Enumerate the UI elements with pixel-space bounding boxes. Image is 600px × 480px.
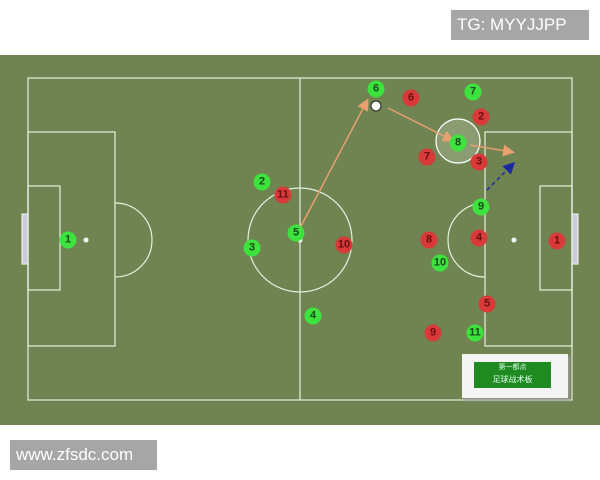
red-player-4[interactable]: 4 [470, 229, 488, 247]
red-player-3[interactable]: 3 [470, 153, 488, 171]
pass-arrow [299, 98, 369, 229]
red-player-9[interactable]: 9 [424, 324, 442, 342]
green-player-9[interactable]: 9 [472, 198, 490, 216]
watermark-top: TG: MYYJJPP [451, 10, 589, 40]
green-player-10[interactable]: 10 [431, 254, 449, 272]
green-player-11[interactable]: 11 [466, 324, 484, 342]
green-player-1[interactable]: 1 [59, 231, 77, 249]
dribble-arrow [387, 107, 455, 142]
red-player-6[interactable]: 6 [402, 89, 420, 107]
green-player-5[interactable]: 5 [287, 224, 305, 242]
green-player-8[interactable]: 8 [449, 134, 467, 152]
logo-line1: 第一都点 [498, 364, 527, 371]
watermark-bottom: www.zfsdc.com [10, 440, 157, 470]
red-player-7[interactable]: 7 [418, 148, 436, 166]
red-player-1[interactable]: 1 [548, 232, 566, 250]
green-player-6[interactable]: 6 [367, 80, 385, 98]
run-arrow [486, 161, 516, 191]
red-player-8[interactable]: 8 [420, 231, 438, 249]
red-player-10[interactable]: 10 [335, 236, 353, 254]
red-player-5[interactable]: 5 [478, 295, 496, 313]
green-player-2[interactable]: 2 [253, 173, 271, 191]
green-player-3[interactable]: 3 [243, 239, 261, 257]
red-player-2[interactable]: 2 [472, 108, 490, 126]
red-player-11[interactable]: 11 [274, 186, 292, 204]
logo-line2: 足球战术板 [492, 375, 533, 384]
pass-arrow-2 [469, 144, 515, 157]
green-player-4[interactable]: 4 [304, 307, 322, 325]
ball-icon [370, 100, 382, 112]
tactics-board-logo: 第一都点 足球战术板 [462, 354, 568, 398]
green-player-7[interactable]: 7 [464, 83, 482, 101]
